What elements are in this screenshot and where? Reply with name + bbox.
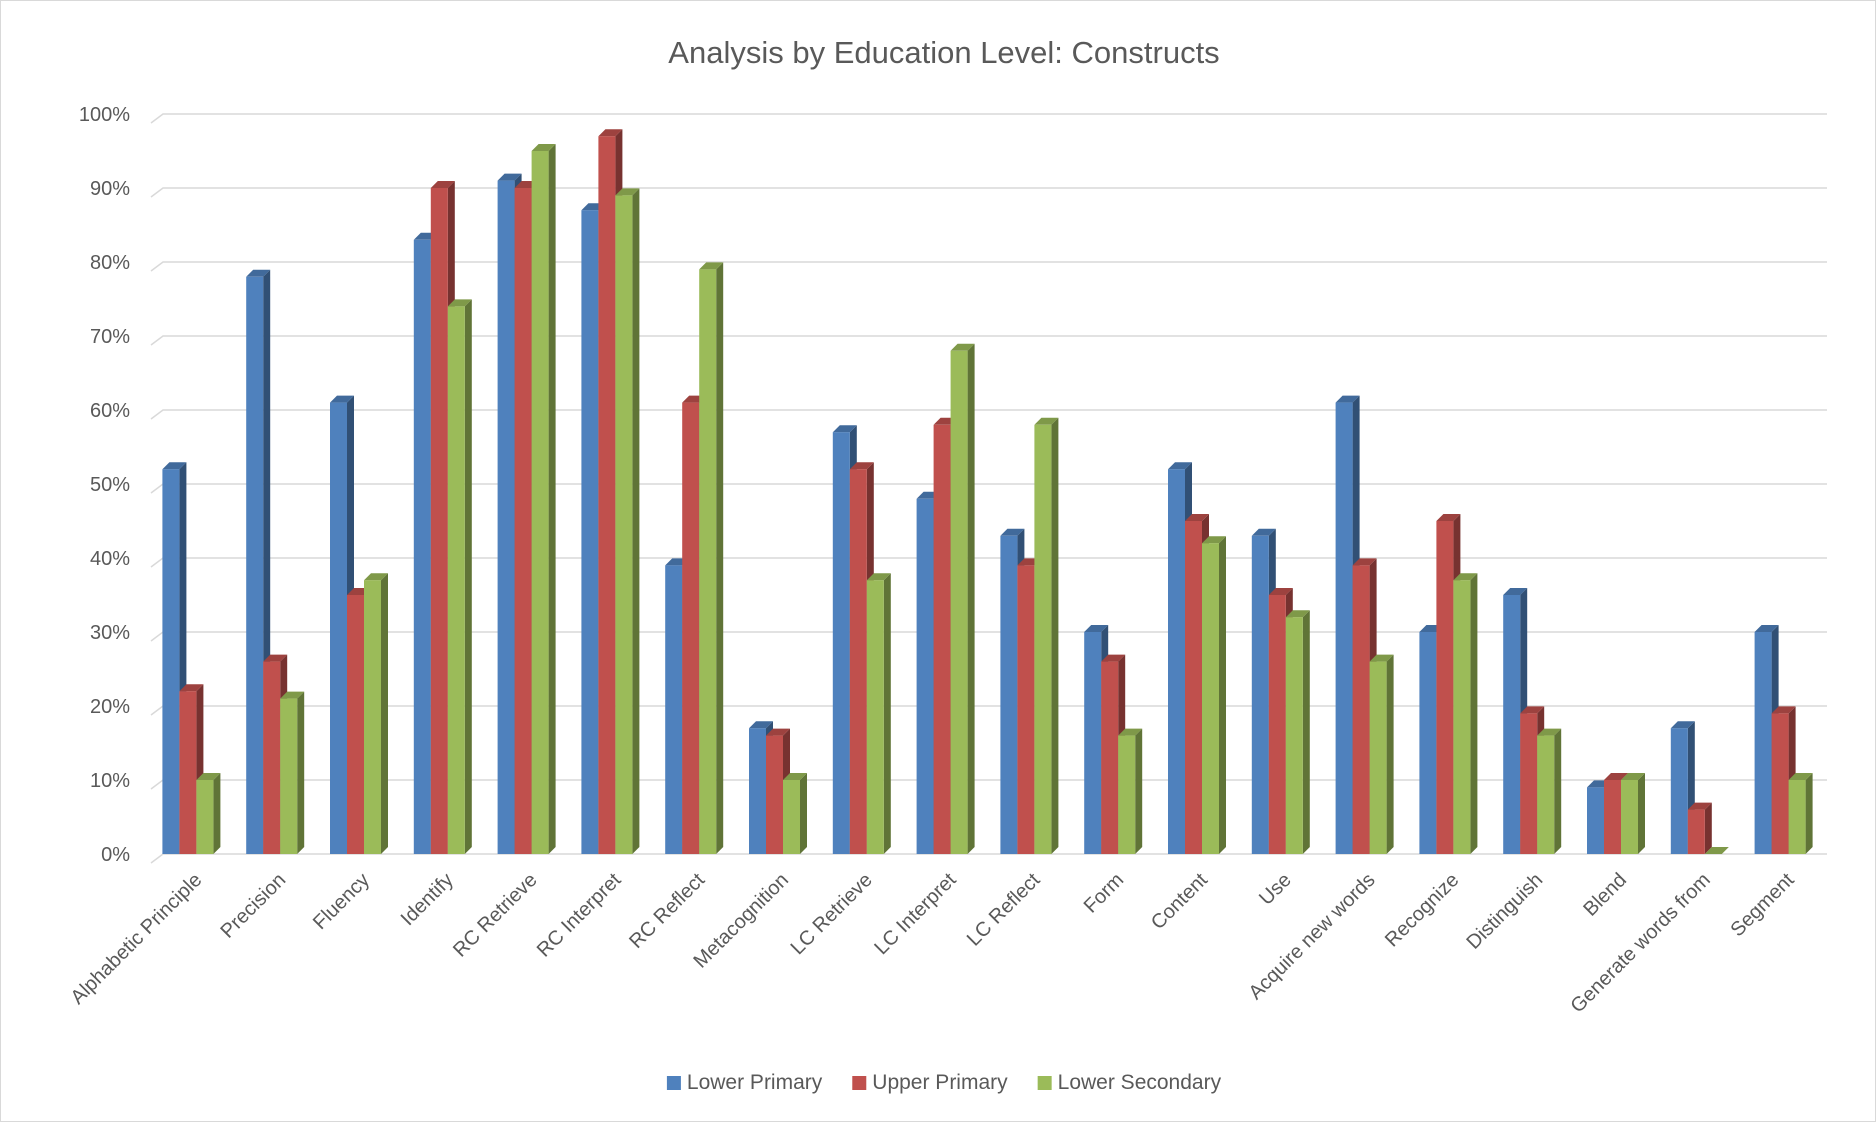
gridline-40 [150, 557, 1827, 568]
legend-item-lower-primary: Lower Primary [666, 1071, 823, 1094]
bar-lower-secondary-2 [364, 573, 388, 854]
y-tick-label: 80% [90, 252, 130, 274]
x-tick-label: Fluency [309, 869, 374, 934]
x-tick-label: Content [1147, 869, 1212, 934]
bar-lower-secondary-0 [196, 773, 221, 854]
x-tick-label: LC Reflect [963, 869, 1045, 951]
bar-lower-secondary-13 [1285, 610, 1310, 854]
x-tick-label: LC Retrieve [787, 869, 877, 959]
gridline-0 [150, 853, 1827, 864]
y-tick-label: 50% [90, 474, 130, 496]
gridline-50 [150, 483, 1827, 494]
y-tick-label: 0% [101, 844, 130, 866]
y-tick-label: 90% [90, 178, 130, 200]
y-tick-label: 100% [79, 104, 130, 126]
x-tick-label: Precision [217, 869, 291, 943]
gridline-60 [150, 409, 1827, 420]
y-tick-label: 40% [90, 548, 130, 570]
legend-label: Upper Primary [872, 1071, 1008, 1094]
bar-lower-secondary-12 [1202, 536, 1226, 854]
gridline-90 [150, 187, 1827, 198]
bar-lower-secondary-11 [1118, 728, 1143, 854]
bar-lower-secondary-14 [1369, 654, 1394, 854]
y-tick-label: 70% [90, 326, 130, 348]
x-tick-label: Segment [1726, 869, 1798, 941]
legend: Lower Primary Upper Primary Lower Secondar… [666, 1071, 1222, 1094]
x-tick-label: Blend [1579, 869, 1631, 921]
y-tick-label: 30% [90, 622, 130, 644]
bar-lower-secondary-19 [1788, 773, 1813, 854]
bar-upper-primary-18 [1687, 802, 1712, 854]
y-tick-label: 10% [90, 770, 130, 792]
legend-swatch [852, 1076, 867, 1090]
x-tick-label: Identify [397, 869, 458, 930]
gridlines [150, 113, 1827, 864]
bar-lower-secondary-5 [615, 188, 640, 854]
legend-item-lower-secondary: Lower Secondary [1037, 1071, 1222, 1094]
legend-item-upper-primary: Upper Primary [852, 1071, 1008, 1094]
gridline-70 [150, 335, 1827, 346]
x-tick-label: RC Retrieve [449, 869, 542, 962]
bar-lower-secondary-7 [783, 773, 807, 854]
bar-lower-secondary-16 [1537, 728, 1562, 854]
bar-lower-secondary-8 [866, 573, 891, 854]
x-tick-label: RC Reflect [625, 869, 709, 953]
bar-lower-secondary-1 [280, 691, 305, 854]
x-tick-label: RC Interpret [533, 869, 626, 962]
legend-label: Lower Primary [687, 1071, 823, 1094]
x-tick-label: Distinguish [1463, 869, 1548, 954]
bar-lower-secondary-3 [447, 299, 472, 854]
legend-swatch [666, 1076, 681, 1090]
gridline-100 [150, 113, 1827, 124]
legend-swatch [1037, 1076, 1052, 1090]
y-axis-tick-labels: 0% 10% 20% 30% 40% 50% 60% 70% 80% 90% 100% [79, 104, 130, 866]
x-tick-label: Use [1255, 869, 1296, 910]
gridline-20 [150, 705, 1827, 716]
gridline-10 [150, 779, 1827, 790]
x-axis-category-labels: Alphabetic Principle Precision Fluency Iden… [67, 869, 1799, 1018]
bar-lower-secondary-9 [950, 343, 975, 854]
legend-label: Lower Secondary [1058, 1071, 1222, 1094]
y-tick-label: 60% [90, 400, 130, 422]
bar-lower-secondary-17 [1621, 773, 1645, 854]
x-tick-label: LC Interpret [870, 869, 961, 960]
bar-lower-secondary-4 [531, 144, 556, 854]
bar-lower-secondary-6 [699, 262, 724, 854]
bar-lower-secondary-18 [1704, 847, 1729, 854]
x-tick-label: Generate words from [1566, 869, 1714, 1017]
y-tick-label: 20% [90, 696, 130, 718]
gridline-30 [150, 631, 1827, 642]
bars [162, 129, 1813, 855]
chart-title: Analysis by Education Level: Constructs [668, 35, 1219, 70]
gridline-80 [150, 261, 1827, 272]
x-tick-label: Recognize [1381, 869, 1463, 951]
x-tick-label: Alphabetic Principle [67, 869, 207, 1009]
bar-lower-secondary-15 [1453, 573, 1478, 854]
bar-lower-secondary-10 [1034, 417, 1059, 854]
x-tick-label: Form [1080, 869, 1129, 918]
